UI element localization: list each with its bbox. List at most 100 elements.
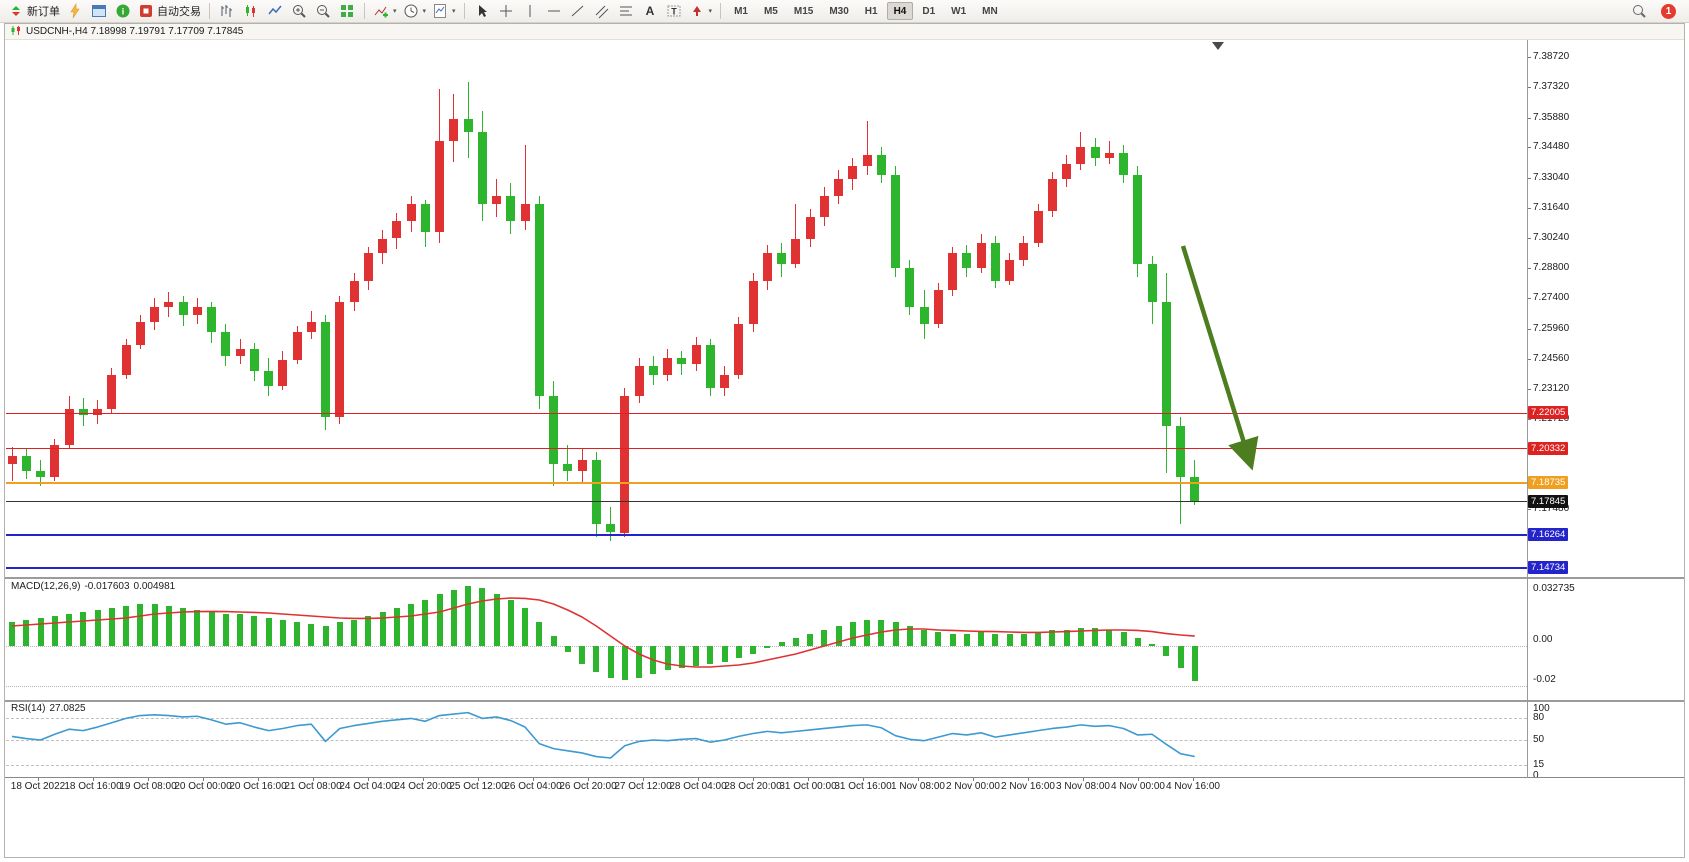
channel-button[interactable]: [590, 1, 614, 21]
support-button[interactable]: i: [111, 1, 135, 21]
timeframe-button-w1[interactable]: W1: [944, 2, 973, 20]
timeframe-button-h1[interactable]: H1: [858, 2, 885, 20]
time-axis-label: 2 Nov 00:00: [946, 781, 1000, 792]
macd-signal-value: 0.004981: [133, 581, 176, 592]
macd-histogram-bar: [1092, 628, 1098, 646]
macd-histogram-bar: [294, 622, 300, 646]
timeframe-button-m30[interactable]: M30: [822, 2, 855, 20]
templates-button[interactable]: ▾: [429, 1, 459, 21]
candle-body: [107, 374, 117, 409]
time-axis-tick: [533, 777, 534, 781]
pane-separator[interactable]: [5, 577, 1684, 579]
fibonacci-button[interactable]: [614, 1, 638, 21]
vertical-line-icon: [522, 3, 538, 19]
arrows-icon: [689, 3, 705, 19]
trendline-button[interactable]: [566, 1, 590, 21]
candle-wick: [567, 445, 569, 482]
macd-histogram-bar: [921, 630, 927, 646]
macd-histogram-bar: [678, 646, 685, 668]
cursor-button[interactable]: [470, 1, 494, 21]
price-axis-tick: [1527, 509, 1531, 511]
metaeditor-button[interactable]: [63, 1, 87, 21]
candle-wick: [524, 144, 526, 230]
horizontal-line[interactable]: [6, 566, 1527, 569]
auto-trading-button[interactable]: 自动交易: [135, 1, 204, 21]
terminal-button[interactable]: [87, 1, 111, 21]
candle-body: [777, 253, 786, 265]
macd-histogram-bar: [1020, 634, 1027, 646]
macd-histogram-bar: [1063, 630, 1070, 646]
macd-histogram-bar: [906, 626, 913, 646]
time-axis-tick: [1028, 777, 1029, 781]
time-axis-label: 26 Oct 20:00: [559, 781, 617, 792]
price-axis-tick: [1527, 298, 1531, 300]
timeframe-button-h4[interactable]: H4: [886, 2, 914, 20]
horizontal-line-button[interactable]: [542, 1, 566, 21]
timeframe-toolbar: M1 M5 M15 M30 H1 H4 D1 W1 MN: [726, 2, 1006, 20]
horizontal-line[interactable]: [6, 412, 1527, 414]
auto-trading-label: 自动交易: [157, 6, 201, 18]
search-button[interactable]: [1627, 1, 1651, 21]
macd-histogram-bar: [750, 646, 756, 654]
macd-histogram-bar: [37, 618, 44, 646]
macd-histogram-bar: [550, 636, 557, 646]
vertical-line-button[interactable]: [518, 1, 542, 21]
candlestick-chart-button[interactable]: [239, 1, 263, 21]
time-axis-label: 26 Oct 04:00: [504, 781, 562, 792]
timeframe-button-m15[interactable]: M15: [787, 2, 820, 20]
horizontal-line[interactable]: [6, 534, 1527, 537]
svg-text:A: A: [645, 4, 654, 18]
macd-histogram-bar: [564, 646, 571, 652]
macd-histogram-bar: [707, 646, 714, 664]
timeframe-button-d1[interactable]: D1: [915, 2, 942, 20]
notifications-badge[interactable]: 1: [1661, 3, 1676, 19]
price-axis-tick: [1527, 117, 1531, 119]
macd-histogram-bar: [593, 646, 600, 672]
candle-body: [1176, 425, 1185, 478]
pane-separator[interactable]: [5, 700, 1684, 702]
macd-histogram-bar: [821, 630, 828, 646]
text-button[interactable]: A: [638, 1, 662, 21]
macd-histogram-bar: [194, 610, 201, 646]
candle-body: [335, 302, 345, 418]
price-badge: 7.18735: [1528, 475, 1569, 489]
macd-histogram-bar: [493, 594, 500, 646]
macd-histogram-bar: [963, 634, 970, 646]
price-badge: 7.20332: [1528, 441, 1569, 455]
timeframe-button-m1[interactable]: M1: [727, 2, 755, 20]
timeframe-button-m5[interactable]: M5: [757, 2, 785, 20]
horizontal-line-icon: [546, 3, 562, 19]
time-axis-tick: [1193, 777, 1194, 781]
zoom-out-button[interactable]: [311, 1, 335, 21]
candle-body: [1190, 477, 1200, 502]
rsi-value: 27.0825: [49, 703, 86, 714]
horizontal-line[interactable]: [6, 501, 1527, 503]
auto-trading-icon: [138, 3, 154, 19]
arrows-button[interactable]: ▾: [686, 1, 716, 21]
chart-titlebar[interactable]: USDCNH-,H4 7.18998 7.19791 7.17709 7.178…: [5, 24, 1684, 40]
candle-body: [64, 408, 74, 446]
timeframe-button-mn[interactable]: MN: [975, 2, 1005, 20]
new-order-button[interactable]: 新订单: [5, 1, 63, 21]
macd-histogram-bar: [165, 606, 172, 646]
text-label-button[interactable]: T: [662, 1, 686, 21]
tile-windows-button[interactable]: [335, 1, 359, 21]
macd-histogram-bar: [365, 616, 372, 646]
horizontal-line[interactable]: [6, 481, 1527, 484]
crosshair-button[interactable]: [494, 1, 518, 21]
price-axis-tick: [1527, 178, 1531, 179]
zoom-in-button[interactable]: [287, 1, 311, 21]
candle-body: [164, 302, 174, 307]
time-axis-label: 27 Oct 12:00: [614, 781, 672, 792]
price-axis-border[interactable]: [1527, 40, 1528, 778]
candle-body: [321, 321, 330, 418]
indicators-button[interactable]: ▾: [370, 1, 400, 21]
bar-chart-button[interactable]: [215, 1, 239, 21]
periods-button[interactable]: ▾: [400, 1, 430, 21]
chart-shift-marker[interactable]: [1212, 42, 1224, 50]
line-chart-button[interactable]: [263, 1, 287, 21]
price-axis-tick: [1527, 86, 1531, 88]
horizontal-line[interactable]: [6, 448, 1527, 450]
candle-body: [363, 253, 373, 282]
candle-body: [150, 306, 159, 322]
